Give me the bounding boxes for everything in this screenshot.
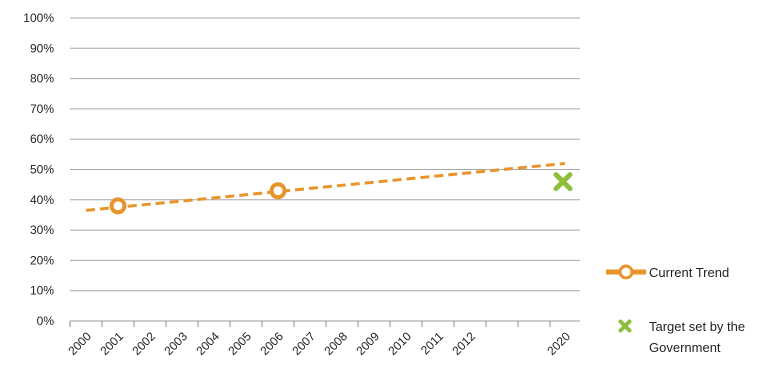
x-tick-label: 2008 [321,329,350,358]
x-tick-label: 2007 [289,329,318,358]
x-tick-label: 2001 [97,329,126,358]
x-tick-label: 2011 [418,329,446,357]
x-tick-label: 2004 [193,329,222,358]
y-tick-label: 10% [30,284,54,298]
x-tick-label: 2009 [353,329,382,358]
legend-label-current-trend: Current Trend [649,265,729,280]
current-trend-point-2006 [269,182,287,200]
cross-stroke [553,172,573,192]
x-tick-label: 2000 [65,329,94,358]
legend-item-target: Target set by the Government [618,319,745,355]
x-axis-tick-labels: 2000 2001 2002 2003 2004 2005 2006 2007 2008 2009… [65,329,573,358]
legend: Current Trend Target set by the Governme… [606,264,745,355]
legend-current-trend-marker [618,264,634,280]
y-tick-label: 80% [30,72,54,86]
y-tick-label: 20% [30,253,54,267]
x-tick-label: 2005 [225,329,254,358]
x-tick-label: 2003 [161,329,190,358]
y-tick-label: 40% [30,193,54,207]
y-tick-label: 90% [30,41,54,55]
series-layer [85,161,573,215]
legend-target-marker [618,319,632,333]
x-tick-label: 2006 [257,329,286,358]
current-trend-point-2001 [109,197,127,215]
x-tick-label: 2020 [544,329,573,358]
legend-label-target-line2: Government [649,340,721,355]
y-tick-label: 0% [37,314,55,328]
y-tick-label: 30% [30,223,54,237]
y-tick-label: 60% [30,132,54,146]
current-trend-trendline [85,161,566,212]
x-tick-label: 2010 [385,329,414,358]
legend-label-target-line1: Target set by the [649,319,745,334]
legend-item-current-trend: Current Trend [606,264,729,280]
y-axis-tick-labels: 0% 10% 20% 30% 40% 50% 60% 70% 80% 90% 100% [23,11,54,328]
y-tick-label: 50% [30,163,54,177]
x-tick-label: 2002 [129,329,158,358]
x-axis [69,321,551,327]
target-point-2020 [553,172,573,192]
cross-stroke [618,319,632,333]
legend-target-cross [618,319,632,333]
y-tick-label: 100% [23,11,54,25]
y-tick-label: 70% [30,102,54,116]
x-tick-label: 2012 [449,329,478,358]
gridlines [70,17,580,322]
